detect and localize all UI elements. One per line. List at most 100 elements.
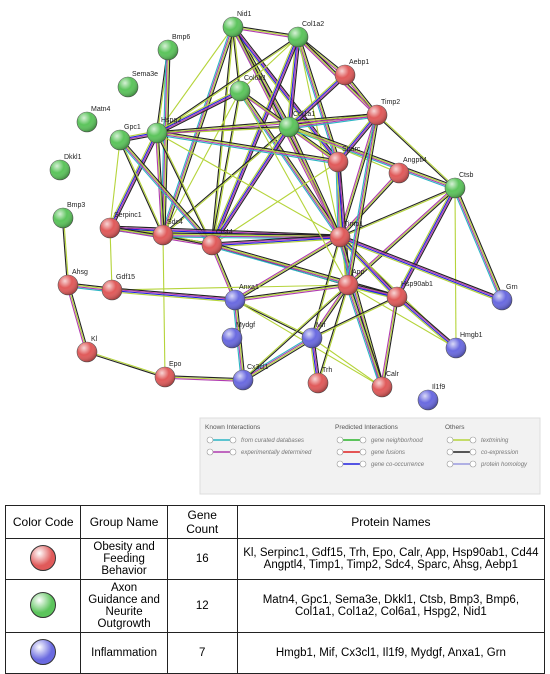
edge (312, 297, 398, 340)
edge (345, 114, 376, 285)
node-label: Il1f9 (432, 384, 445, 391)
node: Sema3e (117, 71, 158, 98)
edge (455, 187, 504, 300)
edge (241, 89, 343, 237)
edge (118, 140, 163, 236)
node: Angptl4 (388, 157, 427, 184)
color-dot (30, 544, 57, 571)
legend-end (469, 436, 477, 444)
color-cell (4, 579, 82, 633)
header-cell: Protein Names (236, 505, 546, 539)
edge (239, 90, 349, 286)
edge (155, 88, 240, 132)
edge (348, 188, 457, 287)
edge (349, 284, 385, 387)
edge (67, 284, 88, 353)
edge (397, 188, 457, 298)
color-cell (4, 538, 82, 580)
header-cell: Gene Count (166, 505, 238, 539)
edge (347, 187, 456, 286)
edge (164, 377, 243, 382)
color-cell (4, 632, 82, 674)
node-label: Angptl4 (403, 157, 427, 164)
group-name: Inflammation (80, 632, 168, 674)
edge (119, 140, 212, 246)
edge (110, 225, 341, 236)
node-label: Bmp3 (67, 202, 85, 209)
node-shine (372, 377, 392, 397)
legend-label: gene neighborhood (371, 438, 423, 444)
edge (287, 127, 340, 238)
edge (209, 36, 297, 245)
node-shine (110, 130, 130, 150)
node-shine (158, 40, 178, 60)
edge (346, 285, 382, 388)
node: Cx3cl1 (232, 364, 269, 391)
edge (398, 188, 458, 299)
color-dot (30, 591, 57, 618)
edge (380, 296, 397, 387)
node-label: Grn (506, 284, 518, 291)
node-shine (445, 178, 465, 198)
legend-end (359, 448, 367, 456)
edge (110, 133, 159, 229)
edge (212, 37, 300, 246)
node-shine (53, 208, 73, 228)
node-shine (50, 160, 70, 180)
protein-names: Kl, Serpinc1, Gdf15, Trh, Epo, Calr, App… (236, 538, 546, 580)
legend-heading: Others (445, 424, 465, 431)
edge (397, 295, 458, 347)
edge (394, 186, 454, 297)
edge (243, 339, 314, 383)
legend-box (199, 417, 541, 495)
edge (155, 133, 163, 236)
edge (231, 27, 337, 164)
edge (312, 285, 350, 340)
edge (338, 237, 396, 299)
node: Ahsg (57, 269, 88, 296)
edge (310, 236, 340, 338)
edge (345, 285, 381, 388)
nodes: Nid1 Col1a2 Bmp6 Sema3e Aebp1 Col6a1 Matn4 Hspg… (49, 11, 518, 411)
edge (335, 162, 339, 238)
node-label: Sparc (342, 146, 361, 153)
edge (156, 26, 234, 134)
node-shine (223, 17, 243, 37)
node: Mydgf (221, 322, 255, 349)
edge (289, 116, 378, 130)
edge (111, 291, 235, 303)
header-cell: Color Code (4, 505, 82, 539)
node: Nid1 (222, 11, 252, 38)
table-header: Color Code Group Name Gene Count Protein Na… (4, 505, 546, 539)
node-shine (330, 227, 350, 247)
edge (210, 36, 298, 245)
node: Dkkl1 (49, 154, 82, 181)
edge (237, 91, 339, 239)
edge (287, 36, 298, 127)
edge (381, 296, 398, 388)
edge (109, 139, 121, 229)
edge (338, 161, 342, 237)
node: Anxa1 (224, 284, 259, 311)
node-shine (202, 235, 222, 255)
edge (348, 284, 384, 387)
edge (66, 285, 87, 353)
edge (61, 218, 68, 286)
edge (156, 113, 377, 133)
edge (235, 298, 313, 338)
edge (156, 132, 341, 238)
node-label: Ctsb (459, 172, 474, 179)
legend-end (336, 436, 344, 444)
edge (235, 285, 349, 302)
legend-end (359, 436, 367, 444)
node-label: Anxa1 (239, 284, 259, 291)
legend-heading: Predicted Interactions (335, 424, 399, 431)
edge (233, 26, 242, 91)
node-shine (102, 280, 122, 300)
edge (112, 287, 236, 299)
edge (120, 139, 213, 245)
node-label: Hmgb1 (460, 332, 483, 339)
edge (289, 37, 300, 128)
node-label: Cd44 (216, 229, 233, 236)
edge (234, 236, 341, 301)
